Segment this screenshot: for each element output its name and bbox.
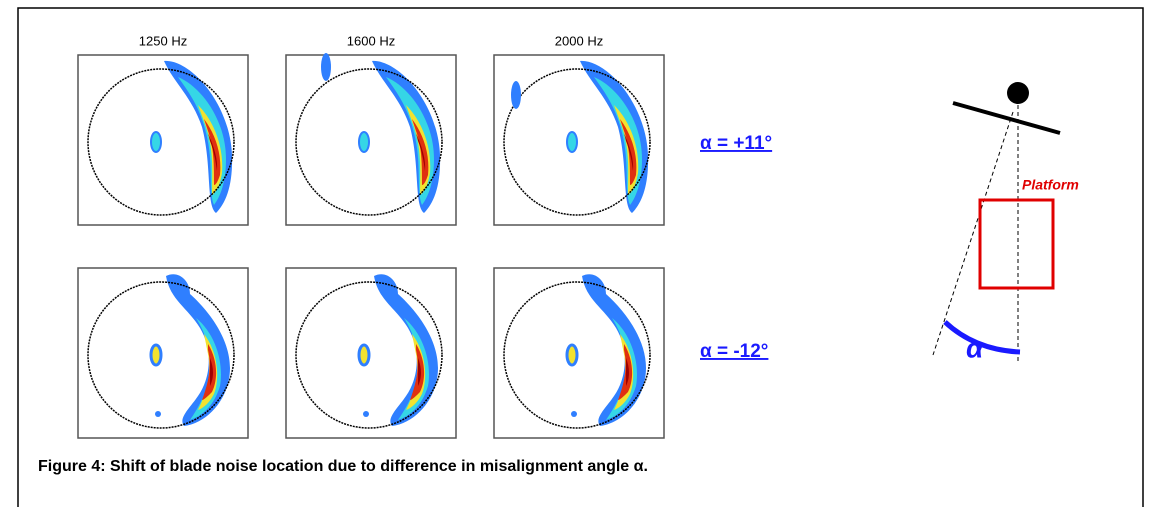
alignment-diagram: Platform α: [932, 82, 1079, 363]
contour-panel: [285, 267, 457, 439]
blade-line: [952, 101, 1061, 135]
contour-panel: [493, 54, 665, 226]
contour-panel: [493, 267, 665, 439]
noise-spot: [321, 53, 331, 81]
rotor-circle: [295, 68, 443, 216]
rotor-circle: [503, 281, 651, 429]
rotor-circle: [295, 281, 443, 429]
panels: 1250 Hz 1600 Hz 2000 Hz: [77, 33, 665, 439]
platform-box: [978, 198, 1055, 290]
pivot: [1007, 82, 1029, 104]
platform-label: Platform: [1022, 177, 1079, 193]
angle-arc: [943, 320, 1021, 355]
frequency-label: 1250 Hz: [139, 33, 187, 48]
frame: [17, 7, 1144, 507]
frequency-label: 1600 Hz: [347, 33, 395, 48]
caption: Figure 4: Shift of blade noise location …: [38, 458, 648, 475]
row-label: α = -12°: [700, 341, 768, 362]
row-label: α = +11°: [700, 133, 772, 154]
frequency-label: 2000 Hz: [555, 33, 603, 48]
rotor-circle: [87, 281, 235, 429]
contour-panel: [77, 267, 249, 439]
contour-panel: [77, 54, 249, 226]
rotor-circle: [503, 68, 651, 216]
noise-spot: [511, 81, 521, 109]
tilted-axis: [932, 111, 1014, 356]
contour-panel: [285, 53, 457, 226]
rotor-circle: [87, 68, 235, 216]
angle-label: α: [966, 332, 985, 363]
